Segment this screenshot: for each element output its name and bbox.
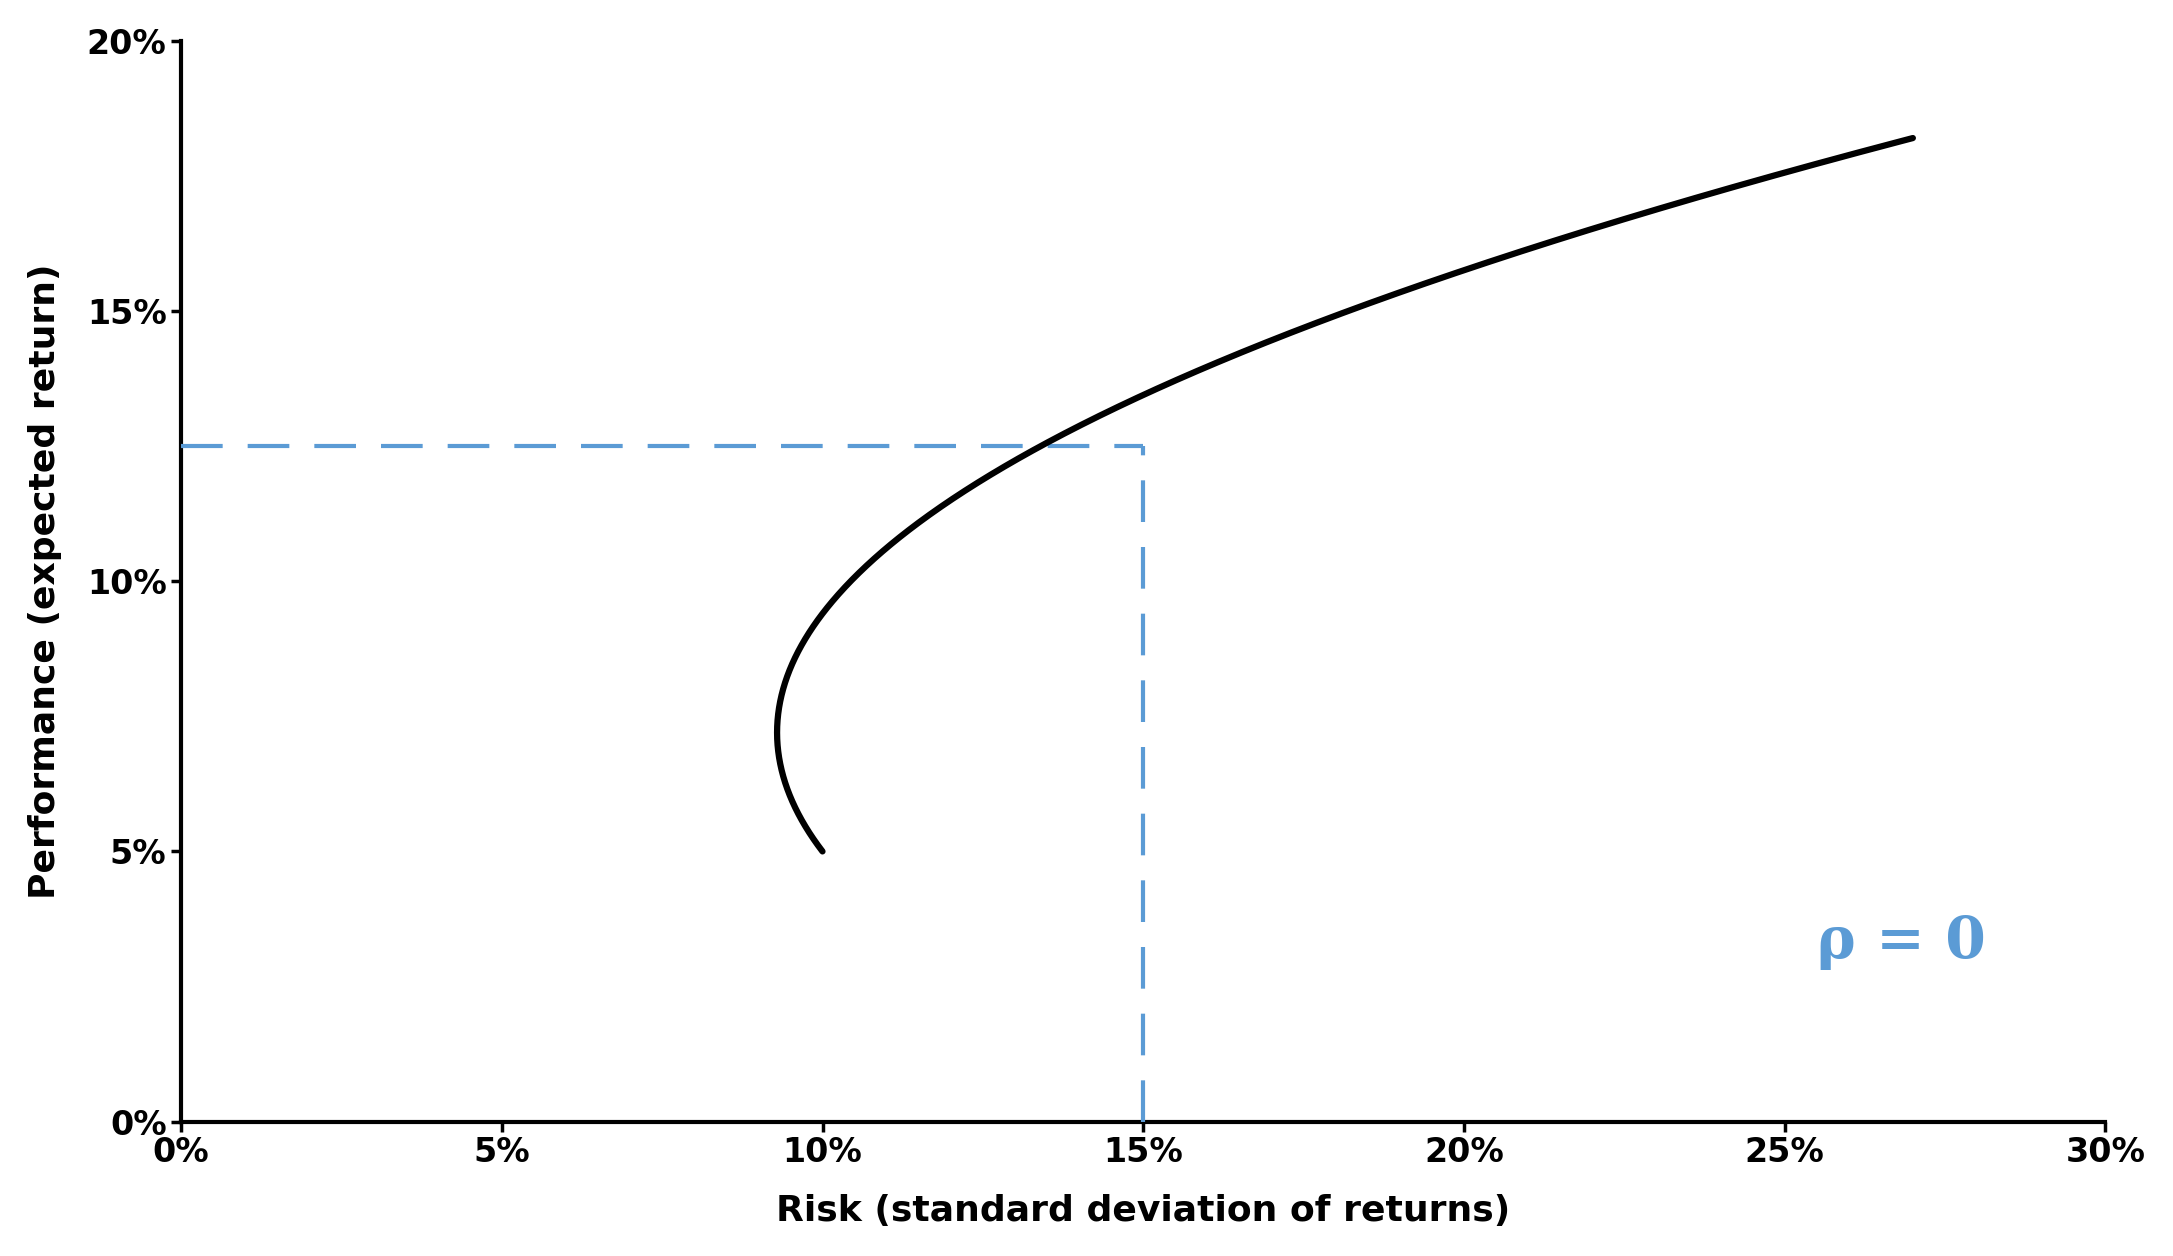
Y-axis label: Performance (expected return): Performance (expected return) xyxy=(28,264,61,899)
X-axis label: Risk (standard deviation of returns): Risk (standard deviation of returns) xyxy=(776,1194,1510,1228)
Text: ρ = 0: ρ = 0 xyxy=(1817,914,1986,971)
